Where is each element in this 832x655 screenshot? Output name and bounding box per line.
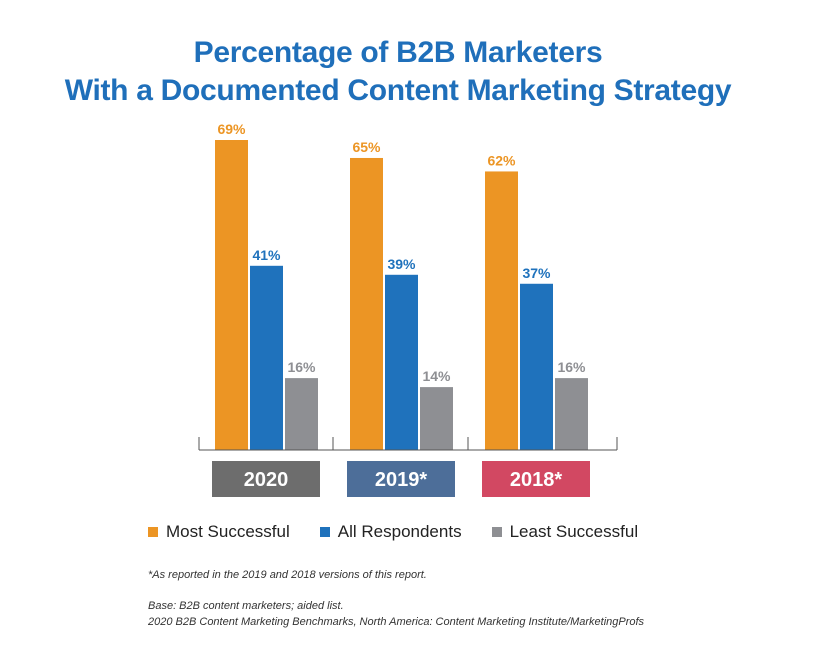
data-label-2018-most-successful: 62% <box>487 152 516 168</box>
category-label-2019: 2019* <box>375 469 427 491</box>
legend-swatch-most-successful <box>148 527 158 537</box>
data-label-2020-all-respondents: 41% <box>252 247 281 263</box>
category-box-2018 <box>482 461 590 497</box>
chart-title: Percentage of B2B Marketers With a Docum… <box>0 34 796 110</box>
legend-item-least-successful: Least Successful <box>491 522 639 542</box>
footnote: *As reported in the 2019 and 2018 versio… <box>148 569 427 581</box>
data-label-2019-all-respondents: 39% <box>387 256 416 272</box>
source-note: 2020 B2B Content Marketing Benchmarks, N… <box>148 616 645 628</box>
category-box-2020 <box>212 461 320 497</box>
category-label-2020: 2020 <box>244 469 289 491</box>
category-box-2019 <box>347 461 455 497</box>
data-label-2019-least-successful: 14% <box>422 368 451 384</box>
bar-2020-least-successful <box>285 378 318 450</box>
category-label-2018: 2018* <box>510 469 562 491</box>
data-label-2019-most-successful: 65% <box>352 139 381 155</box>
legend-swatch-all-respondents <box>319 527 330 537</box>
data-label-2018-least-successful: 16% <box>557 359 586 375</box>
title-line-1: Percentage of B2B Marketers <box>193 36 603 69</box>
legend: Most Successful All Respondents Least Su… <box>148 522 668 542</box>
legend-label-least-successful: Least Successful <box>509 522 639 541</box>
bar-2019-most-successful <box>350 157 383 450</box>
bar-2020-most-successful <box>215 140 248 450</box>
bar-2019-least-successful <box>420 387 453 450</box>
legend-item-most-successful: Most Successful <box>148 522 290 542</box>
bar-2018-least-successful <box>555 378 588 450</box>
bar-2018-all-respondents <box>520 283 553 450</box>
bar-chart: 69% 41% 16% 2020 65% 39% 14% 2019* 62% 37% 16% 2018… <box>198 121 618 497</box>
bar-2019-all-respondents <box>385 274 418 450</box>
data-label-2020-least-successful: 16% <box>287 359 316 375</box>
data-label-2020-most-successful: 69% <box>217 121 246 137</box>
legend-label-most-successful: Most Successful <box>166 522 290 541</box>
bar-2018-most-successful <box>485 171 518 450</box>
data-label-2018-all-respondents: 37% <box>522 265 551 281</box>
legend-swatch-least-successful <box>491 527 502 537</box>
base-note: Base: B2B content marketers; aided list. <box>148 600 344 612</box>
legend-label-all-respondents: All Respondents <box>337 522 462 541</box>
legend-item-all-respondents: All Respondents <box>319 522 462 542</box>
title-line-2: With a Documented Content Marketing Stra… <box>64 74 732 107</box>
bar-2020-all-respondents <box>250 265 283 450</box>
